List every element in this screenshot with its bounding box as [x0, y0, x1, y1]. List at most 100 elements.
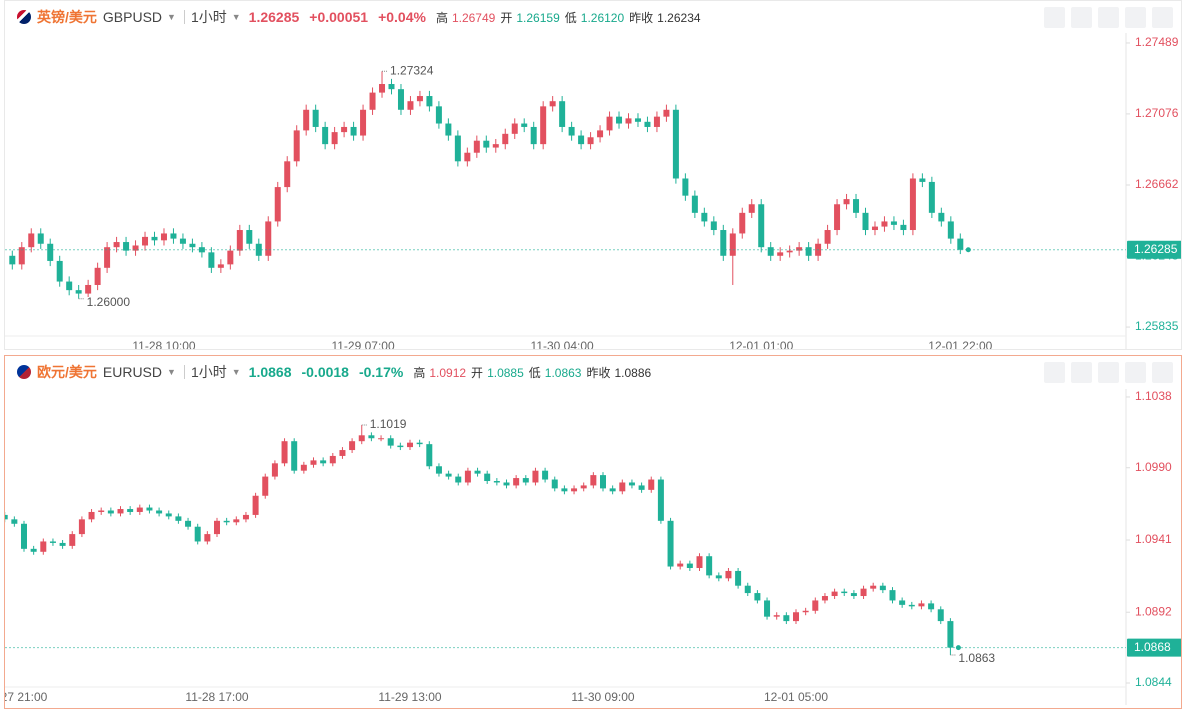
- candle-body: [881, 221, 888, 227]
- candle-body: [123, 242, 130, 251]
- candle-body: [484, 473, 491, 482]
- candle-body: [136, 507, 143, 512]
- candle-body: [672, 109, 679, 179]
- candle-body: [609, 488, 616, 492]
- candle-body: [696, 556, 703, 569]
- candle-body: [502, 133, 509, 145]
- tool-button[interactable]: [1125, 7, 1146, 28]
- y-tick-label: 1.0892: [1135, 604, 1172, 618]
- candle-body: [908, 604, 915, 607]
- y-tick-label: 1.25835: [1135, 319, 1179, 333]
- candle-body: [513, 478, 520, 486]
- caret[interactable]: ▼: [231, 12, 241, 22]
- chart: 1.1038 1.0990 1.0941 1.0892 1.0844 27 21:00 11…: [5, 389, 1181, 705]
- flag: [17, 365, 31, 379]
- candle-body: [900, 224, 907, 231]
- candle-body: [358, 435, 365, 442]
- candle-body: [843, 199, 850, 205]
- candle-body: [435, 106, 442, 124]
- candle-body: [387, 438, 394, 446]
- candle-body: [587, 137, 594, 145]
- candle-body: [706, 556, 713, 576]
- candle-body: [710, 221, 717, 231]
- candle-body: [821, 596, 828, 601]
- candle-body: [735, 570, 742, 586]
- caret[interactable]: ▼: [167, 367, 176, 377]
- interval[interactable]: 1小时: [190, 9, 227, 25]
- candle-body: [729, 233, 736, 256]
- candle-body: [271, 463, 278, 477]
- stat-label: 昨收: [629, 10, 654, 25]
- tool-button[interactable]: [1125, 362, 1146, 383]
- pair-name[interactable]: 欧元/美元: [37, 364, 97, 380]
- candle-body: [493, 481, 500, 483]
- candle-body: [540, 106, 547, 145]
- candle-body: [223, 520, 230, 523]
- candle-body: [49, 541, 56, 543]
- symbol[interactable]: GBPUSD: [102, 9, 163, 25]
- candle-body: [648, 479, 655, 490]
- toolbar: [1044, 362, 1173, 383]
- chart: 1.274891.270761.266621.262481.2583511-28…: [5, 33, 1181, 349]
- candle-body: [265, 221, 272, 256]
- x-tick-label: 12-01 01:00: [729, 339, 793, 349]
- candle-body: [349, 441, 356, 451]
- candle-body: [638, 485, 645, 490]
- tool-button[interactable]: [1098, 7, 1119, 28]
- candle-body: [113, 242, 120, 248]
- candle-body: [142, 236, 149, 246]
- price-box: [1127, 638, 1181, 657]
- price: 1.26285: [248, 9, 300, 25]
- candle-body: [758, 204, 765, 248]
- candle-body: [252, 495, 259, 515]
- candle-body: [542, 470, 549, 480]
- candle-body: [957, 238, 964, 250]
- interval[interactable]: 1小时: [190, 364, 227, 380]
- stat-value: 1.0863: [544, 365, 582, 380]
- tool-button[interactable]: [1044, 362, 1065, 383]
- low-annotation: 1.0863: [958, 651, 995, 665]
- symbol[interactable]: EURUSD: [102, 364, 163, 380]
- tool-button[interactable]: [1044, 7, 1065, 28]
- candle-body: [571, 488, 578, 492]
- candle-body: [802, 610, 809, 613]
- toolbar: [1044, 7, 1173, 28]
- candle-body: [388, 84, 395, 90]
- stats: 高 1.26749 开 1.26159 低 1.26120 昨收 1.26234: [436, 9, 706, 26]
- candle-body: [88, 511, 95, 520]
- candle-body: [532, 470, 539, 483]
- pair-name[interactable]: 英镑/美元: [37, 9, 97, 25]
- tool-button[interactable]: [1152, 7, 1173, 28]
- candle-body: [379, 84, 386, 93]
- candle-body: [715, 575, 722, 579]
- low-annotation: 1.26000: [87, 295, 131, 309]
- candle-body: [274, 187, 281, 222]
- tool-button[interactable]: [1071, 362, 1092, 383]
- candle-body: [938, 212, 945, 222]
- tool-button[interactable]: [1152, 362, 1173, 383]
- y-tick-label: 1.27489: [1135, 35, 1179, 49]
- candle-body: [445, 123, 452, 136]
- candle-body: [831, 591, 838, 597]
- candle-body: [530, 126, 537, 145]
- candle-body: [416, 442, 423, 445]
- candle-body: [773, 615, 780, 617]
- price-box-label: 1.0868: [1134, 640, 1171, 654]
- price-dot: [955, 645, 961, 651]
- caret[interactable]: ▼: [231, 367, 241, 377]
- candle-body: [94, 267, 101, 285]
- candle-body: [426, 96, 433, 107]
- candle-body: [262, 476, 269, 496]
- candle-body: [890, 221, 897, 225]
- tool-button[interactable]: [1098, 362, 1119, 383]
- y-tick-label: 1.1038: [1135, 389, 1172, 403]
- high-annotation: 1.27324: [390, 63, 434, 77]
- tool-button[interactable]: [1071, 7, 1092, 28]
- candle-body: [40, 541, 47, 552]
- candle-body: [677, 563, 684, 567]
- stat-value: 1.0885: [487, 365, 524, 380]
- separator: [183, 10, 185, 24]
- candle-body: [812, 600, 819, 611]
- candle-body: [473, 140, 480, 153]
- caret[interactable]: ▼: [167, 12, 176, 22]
